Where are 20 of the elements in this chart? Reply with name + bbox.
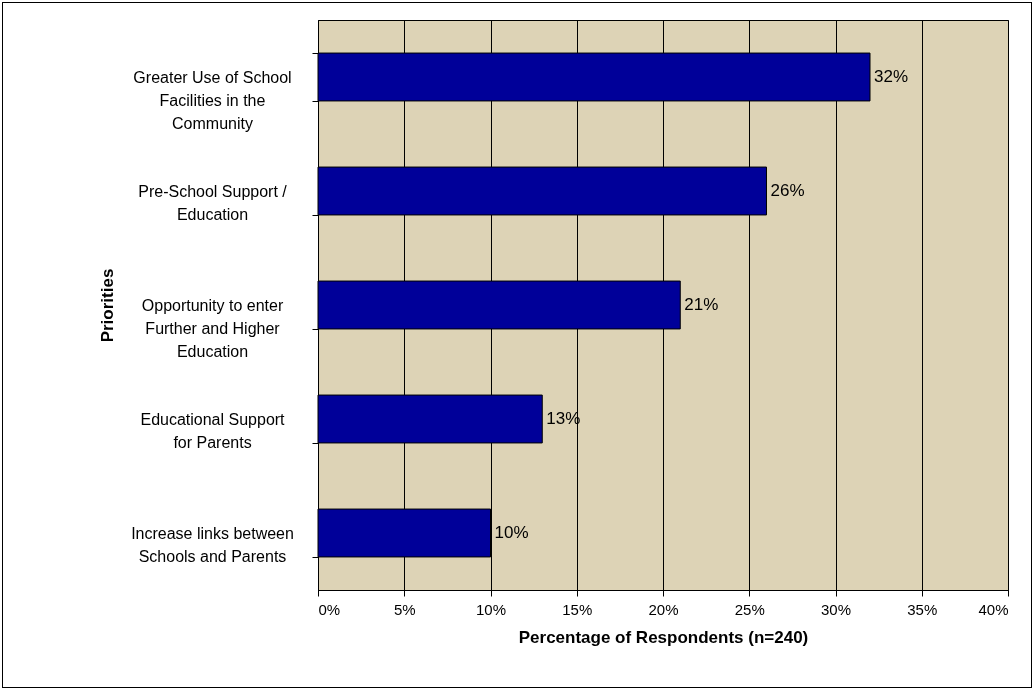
y-tick-label: Pre-School Support / Education (138, 182, 288, 223)
x-tick-label: 25% (734, 600, 765, 618)
data-label: 26% (770, 181, 805, 200)
x-tick-label: 40% (978, 600, 1009, 618)
x-tick-label: 10% (475, 600, 507, 618)
y-tick-label: Opportunity to enter Further and Higher Education (141, 296, 284, 360)
y-tick-label: Greater Use of School Facilities in the Community (133, 68, 292, 132)
y-tick-label: Increase links between Schools and Parents (131, 524, 294, 565)
x-axis-title: Percentage of Respondents (n=240) (518, 627, 809, 647)
x-tick-label: 30% (820, 600, 852, 618)
x-tick-label: 20% (648, 600, 679, 618)
data-label: 10% (494, 523, 529, 542)
x-tick-label: 15% (562, 600, 593, 618)
data-label: 21% (684, 295, 719, 314)
x-tick-label: 0% (318, 600, 341, 618)
x-tick-label: 5% (393, 600, 416, 618)
x-tick-label: 35% (907, 600, 938, 618)
data-label: 32% (874, 67, 909, 86)
y-axis-title: Priorities (98, 268, 118, 343)
y-tick-label: Educational Support for Parents (140, 410, 286, 451)
